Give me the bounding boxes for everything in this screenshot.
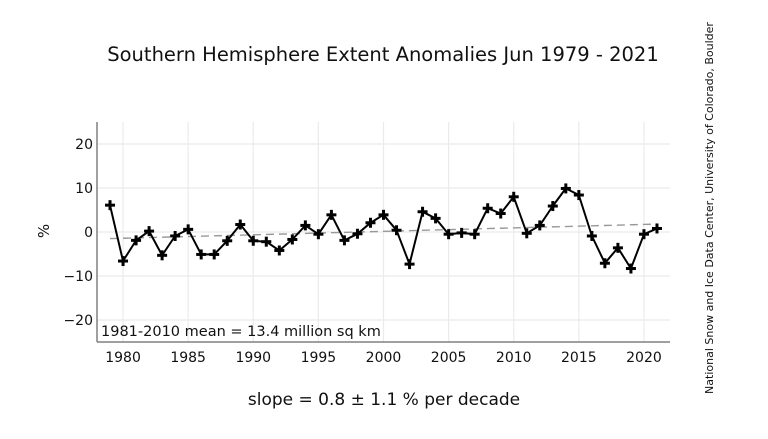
x-tick-label: 2010 [496, 350, 532, 366]
data-point-marker [508, 191, 519, 202]
data-point-marker [612, 242, 623, 253]
data-point-marker [547, 201, 558, 212]
data-point-marker [495, 208, 506, 219]
data-point-marker [222, 235, 233, 246]
data-point-marker [326, 209, 337, 220]
data-point-marker [534, 220, 545, 231]
y-tick-label: 10 [75, 181, 93, 197]
trend-line-group [110, 223, 657, 240]
data-point-marker [482, 203, 493, 214]
data-point-marker [638, 229, 649, 240]
data-point-marker [261, 236, 272, 247]
data-point-marker [248, 235, 259, 246]
y-ticks: −20 −10 0 10 20 [63, 137, 93, 329]
data-point-marker [287, 234, 298, 245]
data-point-marker [209, 249, 220, 260]
mean-annotation: 1981-2010 mean = 13.4 million sq km [101, 324, 381, 340]
data-point-marker [378, 209, 389, 220]
credit-text: National Snow and Ice Data Center, Unive… [703, 22, 716, 394]
x-axis-label: slope = 0.8 ± 1.1 % per decade [248, 390, 520, 410]
data-point-marker [118, 256, 129, 267]
trend-line [110, 223, 657, 240]
data-point-marker [235, 219, 246, 230]
x-tick-label: 1980 [105, 350, 141, 366]
x-tick-label: 2005 [431, 350, 467, 366]
data-point-marker [443, 229, 454, 240]
data-point-marker [391, 225, 402, 236]
x-tick-label: 1990 [235, 350, 271, 366]
data-point-marker [300, 220, 311, 231]
data-point-marker [404, 259, 415, 270]
data-point-marker [157, 250, 168, 261]
x-tick-label: 2015 [561, 350, 597, 366]
data-point-marker [586, 230, 597, 241]
data-point-marker [469, 229, 480, 240]
x-tick-label: 2020 [626, 350, 662, 366]
data-point-marker [417, 206, 428, 217]
x-tick-label: 1995 [301, 350, 337, 366]
data-point-marker [430, 213, 441, 224]
y-axis-label: % [35, 224, 53, 238]
data-point-marker [560, 183, 571, 194]
data-point-marker [170, 230, 181, 241]
x-ticks: 1980 1985 1990 1995 2000 2005 2010 2015 2020 [105, 350, 662, 366]
x-tick-label: 2000 [366, 350, 402, 366]
series-group [105, 183, 662, 274]
grid [97, 122, 670, 342]
data-point-marker [521, 228, 532, 239]
data-point-marker [196, 249, 207, 260]
data-point-marker [183, 224, 194, 235]
data-point-marker [365, 217, 376, 228]
y-tick-label: 0 [84, 225, 93, 241]
y-tick-label: −10 [63, 269, 93, 285]
data-point-marker [144, 226, 155, 237]
data-point-marker [131, 235, 142, 246]
data-point-marker [339, 235, 350, 246]
data-point-marker [573, 190, 584, 201]
chart-title: Southern Hemisphere Extent Anomalies Jun… [107, 43, 658, 66]
data-point-marker [313, 229, 324, 240]
data-point-marker [274, 245, 285, 256]
data-point-marker [625, 263, 636, 274]
x-tick-label: 1985 [170, 350, 206, 366]
data-point-marker [352, 228, 363, 239]
y-tick-label: −20 [63, 313, 93, 329]
data-point-marker [105, 200, 116, 211]
data-point-marker [599, 258, 610, 269]
data-point-marker [456, 227, 467, 238]
data-point-marker [651, 223, 662, 234]
y-tick-label: 20 [75, 137, 93, 153]
